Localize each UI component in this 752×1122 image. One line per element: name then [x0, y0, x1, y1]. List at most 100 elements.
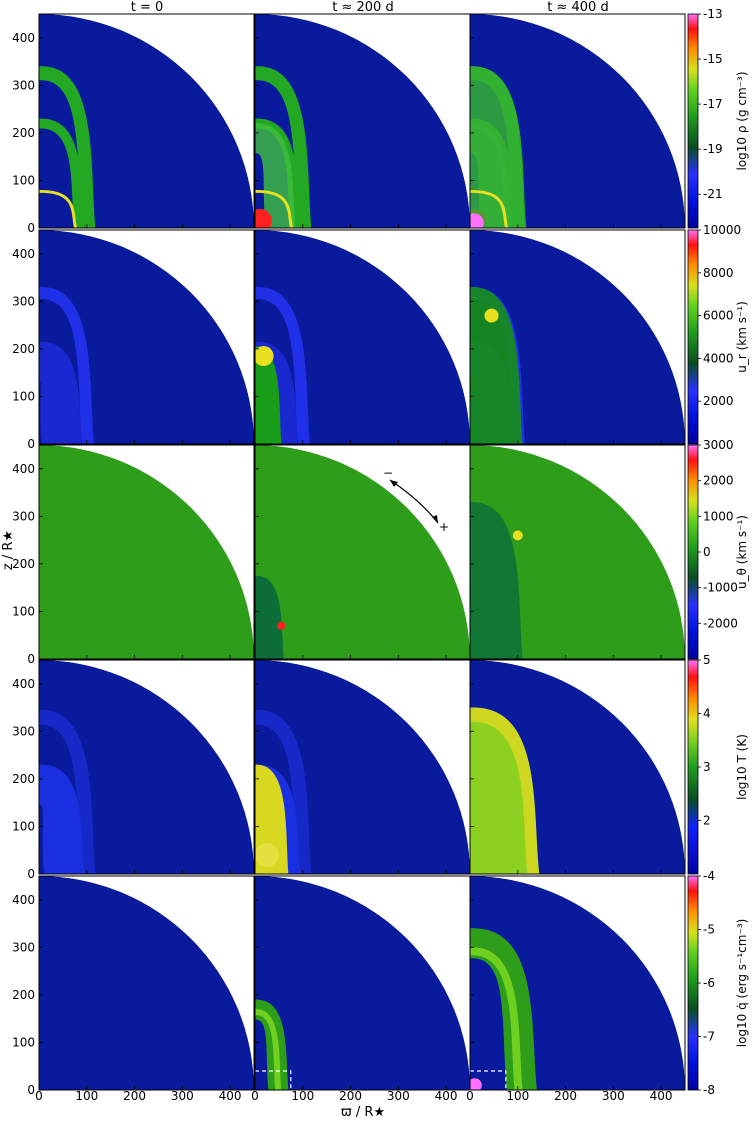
panel-r4-c0 — [38, 875, 255, 1091]
y-tick-label: 400 — [12, 462, 35, 476]
y-tick-label: 200 — [12, 557, 35, 571]
y-tick-label: 0 — [27, 867, 35, 881]
colorbar-label-4: log10 q̇ (erg s⁻¹cm⁻³) — [735, 919, 749, 1048]
colorbar-tick-label: 3000 — [703, 438, 734, 452]
x-tick-label: 200 — [554, 1089, 577, 1103]
y-tick-label: 100 — [12, 604, 35, 618]
colorbar-tick-label: -13 — [703, 7, 723, 21]
colorbar-tick-label: -15 — [703, 52, 723, 66]
domain-fill — [255, 230, 470, 444]
y-tick-label: 100 — [12, 1035, 35, 1049]
x-tick-label: 0 — [251, 1089, 259, 1103]
panel-r1-c0 — [38, 229, 255, 445]
column-title-0: t = 0 — [131, 0, 164, 15]
y-tick-label: 300 — [12, 724, 35, 738]
domain-fill — [470, 14, 685, 228]
domain-fill — [39, 445, 254, 659]
panel-r2-c1 — [254, 444, 471, 660]
panel-r0-c0 — [38, 13, 255, 229]
x-tick-label: 0 — [466, 1089, 474, 1103]
colorbar-tick-label: 1000 — [703, 509, 734, 523]
y-tick-label: 300 — [12, 509, 35, 523]
colorbar-tick-label: 0 — [703, 545, 711, 559]
panel-frame — [38, 13, 255, 229]
colorbar-tick-label: -4 — [703, 869, 715, 883]
colorbar-tick-label: 8000 — [703, 266, 734, 280]
colorbar-tick-label: 4000 — [703, 351, 734, 365]
colorbar-label-3: log10 T (K) — [735, 734, 749, 800]
y-tick-label: 100 — [12, 173, 35, 187]
y-tick-label: 400 — [12, 247, 35, 261]
y-tick-label: 300 — [12, 940, 35, 954]
panel-frame — [469, 659, 686, 875]
panel-frame — [469, 229, 686, 445]
annotation-plus: + — [439, 520, 449, 534]
domain-fill — [39, 14, 254, 228]
y-tick-label: 200 — [12, 988, 35, 1002]
x-tick-label: 100 — [75, 1089, 98, 1103]
colorbar-0 — [687, 13, 699, 229]
colorbar-tick-label: 6000 — [703, 309, 734, 323]
colorbar-tick-label: 3 — [703, 760, 711, 774]
colorbar-tick-label: -1000 — [703, 581, 738, 595]
colorbar-tick-label: -5 — [703, 923, 715, 937]
panel-frame — [38, 229, 255, 445]
x-tick-label: 100 — [291, 1089, 314, 1103]
colorbar-tick-label: -8 — [703, 1083, 715, 1097]
colorbar-3 — [687, 659, 699, 875]
x-tick-label: 0 — [35, 1089, 43, 1103]
colorbar-4 — [687, 875, 699, 1091]
colorbar-label-1: u_r (km s⁻¹) — [735, 301, 749, 373]
column-title-1: t ≈ 200 d — [332, 0, 393, 15]
y-tick-label: 200 — [12, 772, 35, 786]
panel-r3-c1 — [254, 659, 471, 875]
panel-r3-c0 — [38, 659, 255, 875]
colorbar-tick-label: 10000 — [703, 223, 741, 237]
y-tick-label: 0 — [27, 1083, 35, 1097]
domain-fill — [255, 876, 470, 1090]
colorbar-tick-label: -21 — [703, 187, 723, 201]
domain-fill — [39, 876, 254, 1090]
y-tick-label: 400 — [12, 677, 35, 691]
domain-fill — [255, 14, 470, 228]
y-tick-label: 300 — [12, 78, 35, 92]
panel-r2-c0 — [38, 444, 255, 660]
x-tick-label: 100 — [506, 1089, 529, 1103]
y-tick-label: 0 — [27, 221, 35, 235]
colorbar-2 — [687, 444, 699, 660]
x-tick-label: 400 — [435, 1089, 458, 1103]
uth-direction-annotation: − + — [383, 466, 449, 534]
domain-fill — [39, 660, 254, 874]
y-tick-label: 0 — [27, 652, 35, 666]
panel-frame — [38, 875, 255, 1091]
colorbar-tick-label: 5 — [703, 653, 711, 667]
y-tick-label: 300 — [12, 294, 35, 308]
colorbar-tick-label: 4 — [703, 707, 711, 721]
colorbar-label-0: log10 ρ (g cm⁻³) — [735, 71, 749, 170]
colorbar-1 — [687, 229, 699, 445]
x-tick-label: 400 — [650, 1089, 673, 1103]
y-tick-label: 100 — [12, 389, 35, 403]
x-axis-label: ϖ / R★ — [341, 1105, 385, 1120]
panel-r3-c2 — [469, 659, 686, 875]
panel-r0-c1 — [254, 13, 471, 229]
x-tick-label: 300 — [602, 1089, 625, 1103]
column-title-2: t ≈ 400 d — [547, 0, 608, 15]
colorbar-tick-label: 2000 — [703, 474, 734, 488]
y-tick-label: 200 — [12, 126, 35, 140]
panel-frame — [469, 13, 686, 229]
x-tick-label: 200 — [339, 1089, 362, 1103]
annotation-minus: − — [383, 466, 393, 480]
domain-fill — [470, 445, 685, 659]
colorbar-tick-label: -17 — [703, 97, 723, 111]
domain-fill — [470, 230, 685, 444]
colorbar-tick-label: 2 — [703, 814, 711, 828]
panel-r4-c1 — [254, 875, 471, 1091]
colorbar-tick-label: 2000 — [703, 394, 734, 408]
colorbar-tick-label: -2000 — [703, 616, 738, 630]
panel-frame — [469, 875, 686, 1091]
panel-r0-c2 — [469, 13, 686, 229]
y-tick-label: 400 — [12, 893, 35, 907]
x-tick-label: 200 — [123, 1089, 146, 1103]
